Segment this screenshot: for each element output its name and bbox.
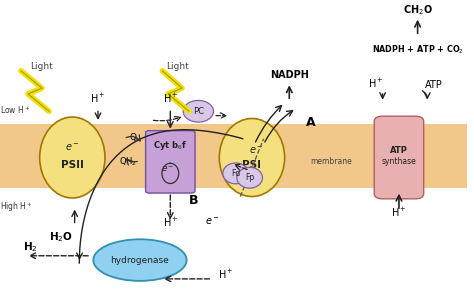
Text: Q: Q	[129, 133, 137, 142]
Text: hydrogenase: hydrogenase	[110, 255, 169, 265]
Text: e$^-$: e$^-$	[249, 145, 264, 156]
Text: Light: Light	[165, 62, 188, 71]
Text: e$^-$: e$^-$	[65, 142, 80, 153]
Text: B: B	[189, 194, 199, 207]
Ellipse shape	[93, 239, 187, 281]
Text: PSI: PSI	[243, 160, 262, 170]
Text: Fp: Fp	[245, 173, 254, 182]
FancyBboxPatch shape	[374, 116, 424, 199]
Text: Fd: Fd	[231, 169, 240, 178]
Ellipse shape	[237, 167, 263, 188]
Ellipse shape	[40, 117, 105, 198]
Text: H$_2$O: H$_2$O	[49, 230, 73, 244]
Text: H$^+$: H$^+$	[90, 92, 106, 105]
Text: Light: Light	[30, 62, 53, 71]
Text: H$_2$: H$_2$	[23, 240, 37, 254]
Text: e$^-$: e$^-$	[205, 216, 219, 227]
Text: NADPH: NADPH	[270, 70, 309, 80]
Bar	[0, 124, 466, 188]
Text: Cyt b$_6$f: Cyt b$_6$f	[153, 139, 188, 152]
Text: PSII: PSII	[61, 160, 84, 170]
Text: A: A	[305, 116, 315, 129]
Ellipse shape	[219, 118, 284, 197]
Text: Low H$^+$: Low H$^+$	[0, 104, 30, 116]
Text: H$^+$: H$^+$	[391, 206, 407, 219]
Text: synthase: synthase	[382, 157, 416, 166]
Text: QH$_2$: QH$_2$	[119, 156, 137, 168]
Text: H$^+$: H$^+$	[219, 268, 234, 281]
Ellipse shape	[223, 163, 248, 184]
Text: NADPH + ATP + CO$_2$: NADPH + ATP + CO$_2$	[372, 43, 464, 55]
Text: PC: PC	[193, 107, 204, 116]
Text: H$^+$: H$^+$	[368, 77, 383, 90]
Text: H$^+$: H$^+$	[163, 92, 178, 105]
Text: ATP: ATP	[390, 146, 408, 155]
FancyBboxPatch shape	[146, 131, 195, 193]
Text: membrane: membrane	[310, 157, 352, 166]
Text: CH$_2$O: CH$_2$O	[403, 3, 432, 17]
Text: e$^-$: e$^-$	[161, 164, 175, 174]
Text: ATP: ATP	[425, 80, 442, 90]
Text: H$^+$: H$^+$	[163, 216, 178, 229]
Ellipse shape	[183, 101, 213, 122]
Text: High H$^+$: High H$^+$	[0, 200, 33, 214]
